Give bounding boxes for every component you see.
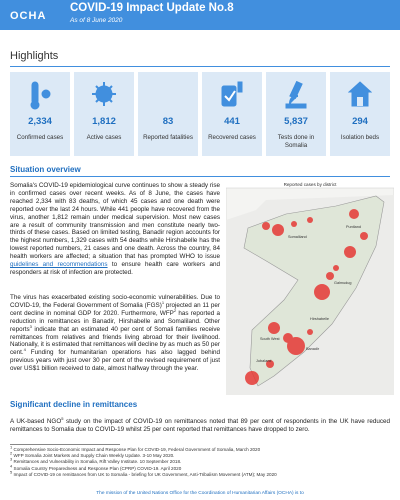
icon (285, 80, 307, 109)
footnote-ref: 4 (23, 347, 26, 353)
icon (30, 81, 51, 110)
region-label: Hirshabelle (310, 317, 329, 321)
footnote-text: Comprehensive Socio-Economic Impact and … (13, 447, 261, 452)
text-run: A UK-based NGO (10, 418, 62, 425)
region-label: South West (260, 337, 281, 341)
highlight-tile: 294 Isolation beds (330, 72, 390, 156)
footer: The mission of the United Nations Office… (96, 491, 304, 496)
highlight-value: 83 (162, 116, 174, 127)
text-run: to ensure health care workers and respon… (10, 261, 220, 276)
highlight-label: Recovered cases (208, 134, 256, 141)
case-markers (245, 209, 368, 385)
paragraph: Somalia's COVID-19 epidemiological curve… (10, 182, 220, 277)
text-run: Funding for humanitarian operations has … (10, 349, 220, 373)
section-heading: Situation overview (10, 165, 81, 174)
icon (221, 81, 243, 107)
section-heading: Significant decline in remittances (10, 400, 138, 409)
text-run: Somalia's COVID-19 epidemiological curve… (10, 182, 220, 261)
country (243, 195, 385, 387)
region-label: Puntland (346, 225, 361, 229)
highlight-value: 294 (352, 116, 368, 127)
section-title: Highlights (10, 50, 59, 62)
rule (10, 66, 390, 67)
footnote-number: 4 (10, 463, 13, 469)
footnote-ref: 5 (61, 415, 64, 421)
footnote-text: Remittances and Vulnerability in Somalia… (13, 459, 182, 465)
footnote: 3 Remittances and Vulnerability in Somal… (10, 456, 390, 465)
highlight-label: Reported fatalities (143, 134, 193, 141)
icon (92, 82, 116, 106)
highlight-label: Confirmed cases (16, 134, 64, 141)
paragraph: The virus has exacerbated existing socio… (10, 294, 220, 373)
highlight-tile: 83 Reported fatalities (138, 72, 198, 156)
map: Reported cases by district Somaliland Pu… (226, 182, 394, 395)
footnote-ref: 3 (29, 323, 32, 329)
footnote: 5 Impact of COVID-19 on remittances from… (10, 469, 390, 478)
header-band (0, 0, 400, 30)
highlight-tile: 5,837 Tests done in Somalia (266, 72, 326, 156)
highlight-label: Active cases (86, 134, 122, 141)
footnote-number: 3 (10, 456, 13, 462)
highlight-label: Tests done in Somalia (277, 134, 315, 149)
org-logo: OCHA (10, 10, 47, 22)
highlight-value: 1,812 (92, 116, 116, 127)
footnote-number: 5 (10, 469, 13, 475)
footnote: 2 WFP Somalia Joint Markets and Supply C… (10, 450, 390, 459)
footnote-number: 1 (10, 444, 13, 450)
region-label: Jubaland (256, 359, 271, 363)
footnote-text: WFP Somalia Joint Markets and Supply Cha… (13, 453, 175, 459)
highlight-value: 441 (224, 116, 240, 127)
region-label: Banadir (306, 347, 320, 351)
text-run: study on the impact of COVID-19 on remit… (10, 418, 390, 433)
map-title: Reported cases by district (284, 182, 338, 187)
icon (348, 81, 372, 107)
highlight-value: 5,837 (284, 116, 308, 127)
text-run: indicate that an estimated 40 per cent o… (10, 325, 220, 357)
highlight-tile: 441 Recovered cases (202, 72, 262, 156)
text-run: The virus has exacerbated existing socio… (10, 294, 220, 309)
map-labels: Somaliland Puntland Galmudug Hirshabelle… (256, 225, 361, 363)
region-label: Galmudug (334, 281, 352, 285)
highlight-value: 2,334 (28, 116, 52, 127)
footnote: 1 Comprehensive Socio-Economic Impact an… (10, 444, 390, 453)
doc-title: COVID-19 Impact Update No.8 (70, 2, 234, 14)
footnote-ref: 2 (173, 307, 177, 313)
text-run: projected an 11 per cent decline in nomi… (10, 301, 221, 317)
highlight-tile: 1,812 Active cases (74, 72, 134, 156)
paragraph: A UK-based NGO5 study on the impact of C… (10, 415, 390, 434)
footnote-ref: 1 (161, 299, 165, 305)
footnote-text: Impact of COVID-19 on remittances from U… (13, 471, 277, 477)
region-label: Somaliland (288, 235, 307, 239)
footnote-number: 2 (10, 450, 13, 456)
footnote: 4 Somalia Country Preparedness and Respo… (10, 463, 390, 472)
rule (10, 444, 120, 445)
footnote-text: Somalia Country Preparedness and Respons… (13, 465, 182, 471)
icon (156, 80, 180, 110)
footnotes: 1 Comprehensive Socio-Economic Impact an… (10, 444, 390, 478)
doc-date: As of 8 June 2020 (70, 17, 123, 24)
rule (10, 176, 390, 177)
highlight-tile: 2,334 Confirmed cases (10, 72, 70, 156)
text-run: has reported a reduction in remittances … (10, 309, 221, 333)
highlight-label: Isolation beds (340, 134, 380, 141)
link: guidelines and recommendations (10, 261, 108, 269)
